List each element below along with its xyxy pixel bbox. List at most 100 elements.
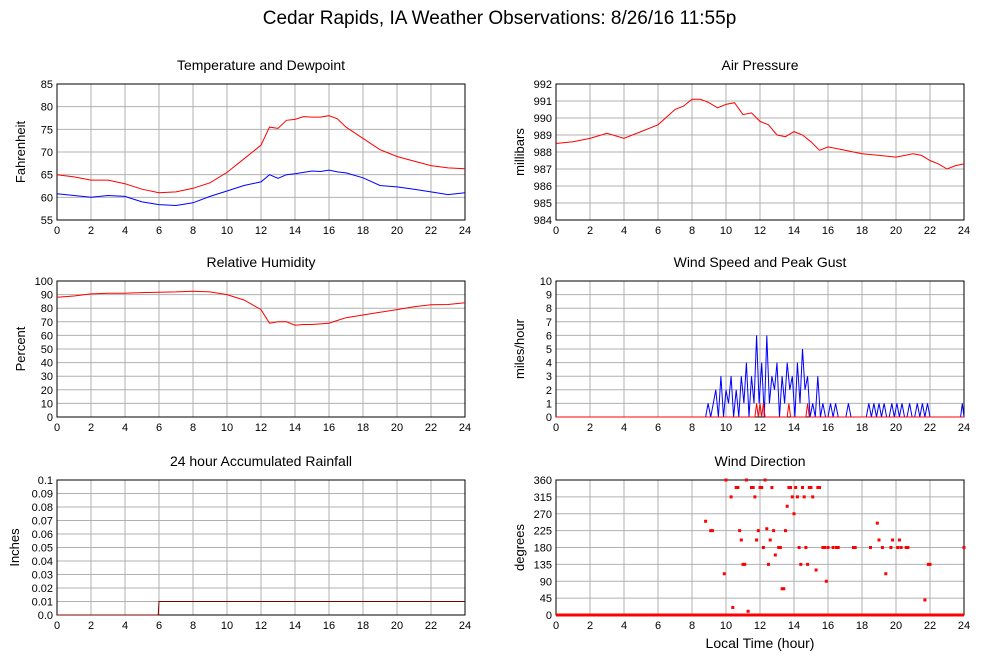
x-tick-label: 24 <box>958 620 970 632</box>
wind-direction-point <box>853 546 857 549</box>
wind-direction-point <box>724 478 728 482</box>
wind-direction-point <box>835 546 838 549</box>
wind-direction-point <box>722 572 726 576</box>
x-tick-label: 16 <box>323 620 335 632</box>
x-tick-label: 24 <box>958 225 970 237</box>
x-tick-label: 22 <box>425 422 437 434</box>
wind-direction-point <box>770 486 774 489</box>
wind-direction-point <box>811 495 815 499</box>
wind-direction-point <box>795 495 799 499</box>
x-tick-label: 18 <box>357 225 369 237</box>
y-tick-label: 0.09 <box>32 489 53 501</box>
wind-direction-point <box>826 546 830 549</box>
wind-direction-point <box>758 486 762 489</box>
wind-direction-point <box>802 495 806 499</box>
wind-direction-point <box>809 486 813 489</box>
y-axis-label: Fahrenheit <box>13 121 28 184</box>
y-tick-label: 1 <box>546 398 552 410</box>
y-tick-label: 0.02 <box>32 583 53 595</box>
y-tick-label: 0.01 <box>32 597 53 609</box>
wind-direction-point <box>823 546 827 549</box>
wind-direction-point <box>709 529 713 533</box>
wind-direction-point <box>897 538 901 542</box>
y-tick-label: 40 <box>41 358 53 370</box>
y-tick-label: 60 <box>41 192 53 204</box>
x-tick-label: 8 <box>190 225 196 237</box>
wind-direction-point <box>710 529 714 533</box>
x-tick-label: 0 <box>54 422 60 434</box>
y-tick-label: 90 <box>41 290 53 302</box>
wind-direction-point <box>767 562 770 566</box>
y-tick-label: 0.06 <box>32 529 53 541</box>
y-tick-label: 0.03 <box>32 570 53 582</box>
plot-frame <box>555 83 965 221</box>
y-tick-label: 0 <box>47 412 53 424</box>
x-tick-label: 6 <box>156 620 162 632</box>
wind-direction-point <box>884 572 888 576</box>
wind-direction-point <box>744 478 748 482</box>
y-tick-label: 988 <box>534 147 552 159</box>
y-tick-label: 70 <box>41 317 53 329</box>
x-tick-label: 8 <box>689 620 695 632</box>
pres-series-line-0 <box>555 98 965 170</box>
wind-direction-point <box>814 568 818 572</box>
x-tick-label: 20 <box>391 620 403 632</box>
x-tick-label: 4 <box>621 225 627 237</box>
x-tick-label: 6 <box>655 620 661 632</box>
wind-direction-point <box>765 527 769 531</box>
y-tick-label: 7 <box>546 317 552 329</box>
wind-direction-point <box>962 546 966 549</box>
x-tick-label: 12 <box>754 620 766 632</box>
y-tick-label: 991 <box>534 96 552 108</box>
y-tick-label: 984 <box>534 215 552 227</box>
x-tick-label: 18 <box>856 620 868 632</box>
wind-direction-point <box>877 538 881 542</box>
y-axis-label: miles/hour <box>512 318 527 379</box>
x-tick-label: 4 <box>122 422 128 434</box>
wind-direction-point <box>926 562 930 566</box>
x-tick-label: 10 <box>720 620 732 632</box>
x-tick-label: 14 <box>788 422 800 434</box>
x-tick-label: 0 <box>54 620 60 632</box>
y-tick-label: 6 <box>546 330 552 342</box>
y-tick-label: 992 <box>534 79 552 91</box>
rh-series-line-0 <box>56 290 466 326</box>
y-tick-label: 80 <box>41 102 53 114</box>
y-tick-label: 90 <box>540 576 552 588</box>
x-tick-label: 6 <box>156 422 162 434</box>
chart-title: Relative Humidity <box>207 254 316 270</box>
wind-direction-point <box>896 546 900 549</box>
x-tick-label: 16 <box>323 422 335 434</box>
x-tick-label: 18 <box>357 422 369 434</box>
wind-direction-point <box>736 486 740 489</box>
chart-title: Wind Speed and Peak Gust <box>674 254 847 270</box>
chart-title: Air Pressure <box>721 57 798 73</box>
x-tick-label: 4 <box>122 225 128 237</box>
x-tick-label: 10 <box>720 422 732 434</box>
y-tick-label: 10 <box>540 276 552 288</box>
wind-direction-point <box>923 598 927 602</box>
wind-direction-point <box>824 579 828 583</box>
y-axis-label: Inches <box>7 528 22 567</box>
y-tick-label: 30 <box>41 371 53 383</box>
wind-direction-point <box>789 486 793 489</box>
wind-direction-point <box>880 546 884 549</box>
y-tick-label: 5 <box>546 344 552 356</box>
x-tick-label: 24 <box>459 225 471 237</box>
y-tick-label: 3 <box>546 371 552 383</box>
y-tick-label: 65 <box>41 170 53 182</box>
x-tick-label: 2 <box>587 422 593 434</box>
x-tick-label: 18 <box>856 422 868 434</box>
chart-title: Temperature and Dewpoint <box>177 57 345 73</box>
wind-direction-point <box>772 529 776 533</box>
wind-direction-point <box>760 486 764 489</box>
plot-frame <box>56 83 466 221</box>
plot-frame <box>56 479 466 616</box>
y-tick-label: 8 <box>546 303 552 315</box>
wind-direction-point <box>928 562 932 566</box>
y-tick-label: 4 <box>546 358 552 370</box>
